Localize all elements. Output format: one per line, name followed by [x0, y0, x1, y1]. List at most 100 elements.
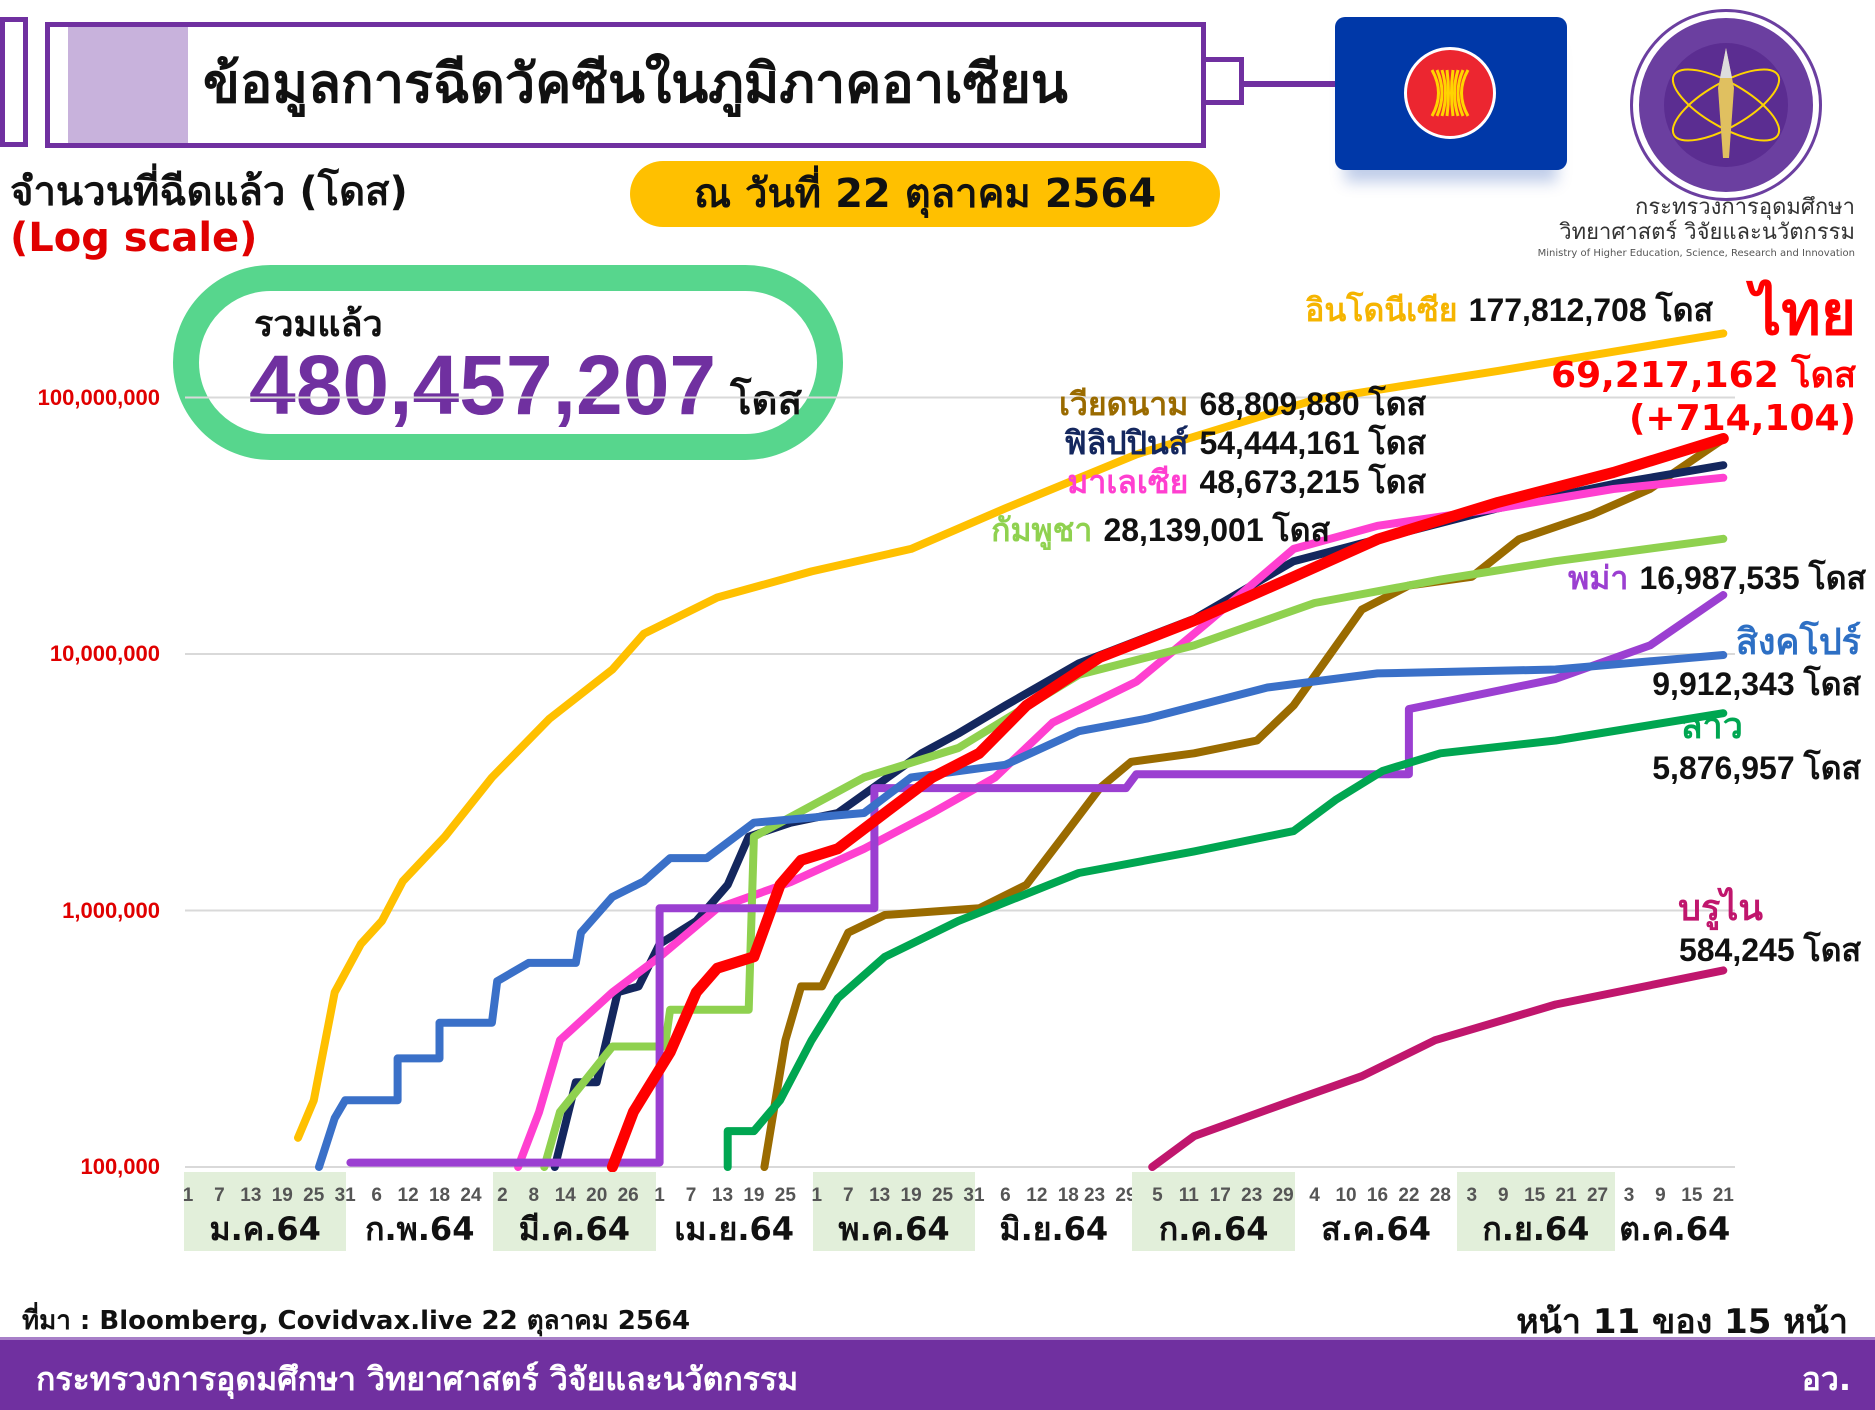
x-tick-label: 1	[182, 1185, 194, 1206]
x-tick-label: 29	[1272, 1185, 1294, 1206]
month-band	[812, 1172, 976, 1251]
y-tick-label: 100,000	[80, 1154, 160, 1179]
singapore-total: 9,912,343 โดส	[1652, 666, 1861, 702]
footer-org: กระทรวงการอุดมศึกษา วิทยาศาสตร์ วิจัยและ…	[36, 1360, 799, 1398]
x-tick-label: 26	[617, 1185, 639, 1206]
y-tick-label: 10,000,000	[49, 641, 160, 666]
label-cambodia: กัมพูชา 28,139,001 โดส	[991, 512, 1330, 549]
total-label: รวมแล้ว	[254, 304, 383, 345]
x-tick-label: 31	[334, 1185, 356, 1206]
x-tick-label: 24	[460, 1185, 482, 1206]
y-axis-label: จำนวนที่ฉีดแล้ว (โดส)	[10, 169, 408, 215]
x-tick-label: 18	[1057, 1185, 1079, 1206]
x-tick-label: 7	[842, 1185, 854, 1206]
series-line	[294, 329, 1728, 1142]
x-tick-label: 22	[1398, 1185, 1420, 1206]
total-doses-badge: รวมแล้ว 480,457,207 โดส	[173, 265, 843, 460]
x-tick-label: 7	[685, 1185, 697, 1206]
x-tick-label: 29	[1115, 1185, 1137, 1206]
x-tick-label: 10	[1335, 1185, 1357, 1206]
source-note: ที่มา : Bloomberg, Covidvax.live 22 ตุลา…	[22, 1306, 691, 1336]
series-line	[540, 534, 1728, 1171]
series-line	[550, 461, 1728, 1171]
brunei-total: 584,245 โดส	[1678, 932, 1861, 968]
series-total: 28,139,001 โดส	[1103, 512, 1330, 548]
x-tick-label: 7	[214, 1185, 225, 1206]
x-month-label: ต.ค.64	[1619, 1210, 1731, 1248]
series-total: 177,812,708 โดส	[1468, 292, 1713, 328]
series-name: กัมพูชา	[991, 511, 1093, 549]
series-line	[346, 591, 1728, 1167]
x-month-label: ก.ค.64	[1158, 1210, 1269, 1248]
x-month-label: ส.ค.64	[1321, 1210, 1431, 1248]
ministry-name-english: Ministry of Higher Education, Science, R…	[1537, 248, 1855, 259]
series-name: อินโดนีเซีย	[1305, 291, 1458, 329]
syringe-plunger	[68, 27, 188, 143]
label-vietnam: เวียดนาม 68,809,880 โดส	[1059, 386, 1426, 423]
label-malaysia: มาเลเซีย 48,673,215 โดส	[1067, 464, 1426, 501]
footer-bar: กระทรวงการอุดมศึกษา วิทยาศาสตร์ วิจัยและ…	[0, 1337, 1875, 1410]
asean-emblem-icon	[1404, 47, 1496, 139]
label-laos: ลาว	[1680, 706, 1744, 747]
x-tick-label: 14	[554, 1185, 576, 1206]
x-tick-label: 4	[1309, 1185, 1320, 1206]
x-tick-label: 19	[271, 1185, 293, 1206]
x-tick-label: 9	[1655, 1185, 1666, 1206]
series-line	[723, 709, 1728, 1171]
label-indonesia: อินโดนีเซีย 177,812,708 โดส	[1305, 292, 1713, 329]
x-tick-label: 1	[811, 1185, 823, 1206]
x-month-label: มิ.ย.64	[999, 1210, 1109, 1248]
x-tick-label: 27	[1586, 1185, 1609, 1206]
x-tick-label: 25	[931, 1185, 954, 1206]
ministry-logo	[1633, 12, 1819, 198]
x-tick-label: 23	[1083, 1185, 1106, 1206]
label-brunei: บรูไน	[1678, 888, 1763, 929]
x-tick-label: 1	[654, 1185, 665, 1206]
page-number: หน้า 11 ของ 15 หน้า	[1516, 1302, 1848, 1342]
x-tick-label: 12	[1026, 1185, 1048, 1206]
x-tick-label: 28	[1429, 1185, 1451, 1206]
x-tick-label: 25	[303, 1185, 325, 1206]
x-tick-label: 17	[1209, 1185, 1231, 1206]
laos-total: 5,876,957 โดส	[1652, 750, 1861, 786]
x-month-label: ม.ค.64	[209, 1210, 321, 1248]
series-name: พม่า	[1568, 559, 1629, 597]
x-tick-label: 21	[1712, 1185, 1734, 1206]
x-tick-label: 6	[371, 1185, 382, 1206]
month-band	[1132, 1172, 1295, 1251]
x-month-label: ก.พ.64	[365, 1210, 475, 1248]
series-total: 68,809,880 โดส	[1199, 386, 1426, 422]
log-scale-note: (Log scale)	[10, 215, 258, 261]
total-unit: โดส	[730, 378, 803, 424]
x-tick-label: 15	[1524, 1185, 1546, 1206]
series-line	[315, 651, 1728, 1171]
x-tick-label: 18	[428, 1185, 451, 1206]
label-thailand: ไทย	[1751, 279, 1856, 349]
x-tick-label: 13	[869, 1185, 891, 1206]
x-tick-label: 23	[1241, 1185, 1263, 1206]
label-philippines: ฟิลิปปินส์ 54,444,161 โดส	[1064, 425, 1426, 462]
syringe-needle	[1206, 57, 1244, 105]
ministry-name-line1: กระทรวงการอุดมศึกษา	[1635, 195, 1855, 220]
x-tick-label: 11	[1178, 1185, 1199, 1206]
x-tick-label: 2	[497, 1185, 508, 1206]
label-singapore: สิงคโปร์	[1735, 622, 1861, 663]
x-tick-label: 31	[963, 1185, 985, 1206]
x-tick-label: 3	[1466, 1185, 1478, 1206]
series-name: เวียดนาม	[1058, 385, 1189, 423]
series-line	[606, 433, 1729, 1173]
syringe-barrel	[45, 22, 1206, 148]
x-tick-label: 3	[1623, 1185, 1635, 1206]
footer-org-short: อว.	[1801, 1360, 1851, 1398]
month-band	[184, 1172, 347, 1251]
series-total: 48,673,215 โดส	[1199, 464, 1426, 500]
month-band	[1457, 1172, 1615, 1251]
x-tick-label: 9	[1497, 1185, 1509, 1206]
month-band	[493, 1172, 656, 1251]
series-line	[760, 435, 1728, 1171]
x-tick-label: 25	[774, 1185, 796, 1206]
page-title: ข้อมูลการฉีดวัคซีนในภูมิภาคอาเซียน	[203, 52, 1068, 115]
series-name: ฟิลิปปินส์	[1064, 424, 1189, 462]
x-tick-label: 8	[528, 1185, 540, 1206]
